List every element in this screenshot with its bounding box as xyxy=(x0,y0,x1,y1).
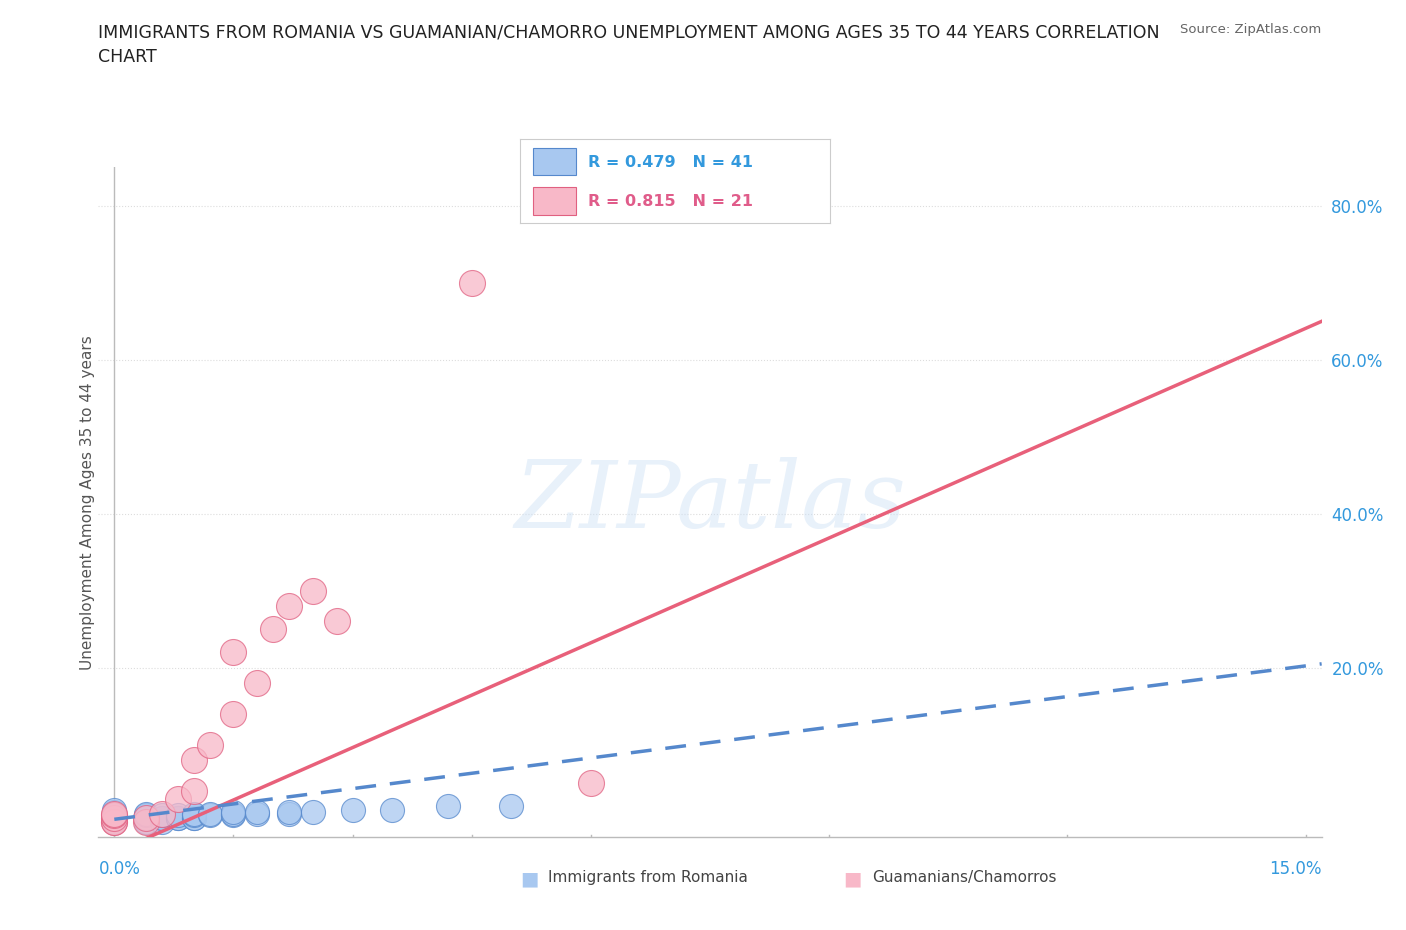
Point xyxy=(135,814,157,829)
Text: ZIPatlas: ZIPatlas xyxy=(515,458,905,547)
Y-axis label: Unemployment Among Ages 35 to 44 years: Unemployment Among Ages 35 to 44 years xyxy=(80,335,94,670)
Point xyxy=(135,806,157,821)
Point xyxy=(325,614,347,629)
Point xyxy=(103,810,125,825)
Text: Guamanians/Chamorros: Guamanians/Chamorros xyxy=(872,870,1056,884)
Point xyxy=(103,810,125,825)
Point xyxy=(262,622,284,637)
Point xyxy=(381,803,404,817)
Point xyxy=(246,805,269,820)
Point xyxy=(183,808,205,823)
Point xyxy=(103,814,125,829)
Point xyxy=(135,810,157,825)
Point xyxy=(302,805,325,820)
Point xyxy=(183,752,205,767)
Point xyxy=(342,803,364,817)
Point xyxy=(183,810,205,825)
Point xyxy=(150,810,173,825)
Point xyxy=(135,808,157,823)
Point xyxy=(183,810,205,825)
Point xyxy=(501,799,523,814)
Point xyxy=(302,583,325,598)
Point xyxy=(150,810,173,825)
Point xyxy=(135,810,157,825)
Text: CHART: CHART xyxy=(98,48,157,66)
Point xyxy=(166,810,188,825)
Text: 15.0%: 15.0% xyxy=(1270,860,1322,878)
Point xyxy=(183,806,205,821)
Point xyxy=(166,808,188,823)
Point xyxy=(198,808,221,823)
Point xyxy=(246,806,269,821)
Bar xyxy=(533,187,576,215)
Point xyxy=(103,814,125,829)
Point xyxy=(166,810,188,825)
Point xyxy=(103,805,125,820)
Point xyxy=(278,806,301,821)
Point xyxy=(150,808,173,823)
Point xyxy=(103,806,125,821)
Point xyxy=(461,275,484,290)
Point xyxy=(437,799,460,814)
Text: ■: ■ xyxy=(844,870,862,888)
Point xyxy=(198,806,221,821)
Point xyxy=(150,814,173,829)
Text: 0.0%: 0.0% xyxy=(98,860,141,878)
Point xyxy=(103,803,125,817)
Text: Source: ZipAtlas.com: Source: ZipAtlas.com xyxy=(1181,23,1322,36)
Text: IMMIGRANTS FROM ROMANIA VS GUAMANIAN/CHAMORRO UNEMPLOYMENT AMONG AGES 35 TO 44 Y: IMMIGRANTS FROM ROMANIA VS GUAMANIAN/CHA… xyxy=(98,23,1160,41)
Point xyxy=(278,599,301,614)
Point xyxy=(579,776,602,790)
Point xyxy=(135,814,157,829)
Point xyxy=(103,814,125,829)
Point xyxy=(198,737,221,752)
Point xyxy=(150,806,173,821)
Point xyxy=(103,808,125,823)
Bar xyxy=(533,148,576,176)
Text: Immigrants from Romania: Immigrants from Romania xyxy=(548,870,748,884)
Point xyxy=(103,808,125,823)
Point xyxy=(222,805,245,820)
Point xyxy=(103,814,125,829)
Point xyxy=(166,791,188,806)
Point xyxy=(246,675,269,690)
Point xyxy=(222,707,245,722)
Text: ■: ■ xyxy=(520,870,538,888)
Text: R = 0.815   N = 21: R = 0.815 N = 21 xyxy=(588,194,754,209)
Point xyxy=(135,814,157,829)
Point xyxy=(222,806,245,821)
Point xyxy=(135,810,157,825)
Text: R = 0.479   N = 41: R = 0.479 N = 41 xyxy=(588,154,754,169)
Point xyxy=(103,806,125,821)
Point xyxy=(103,814,125,829)
Point xyxy=(278,805,301,820)
Point xyxy=(222,808,245,823)
Point xyxy=(183,783,205,798)
Point xyxy=(103,810,125,825)
Point xyxy=(103,814,125,829)
Point xyxy=(222,644,245,659)
